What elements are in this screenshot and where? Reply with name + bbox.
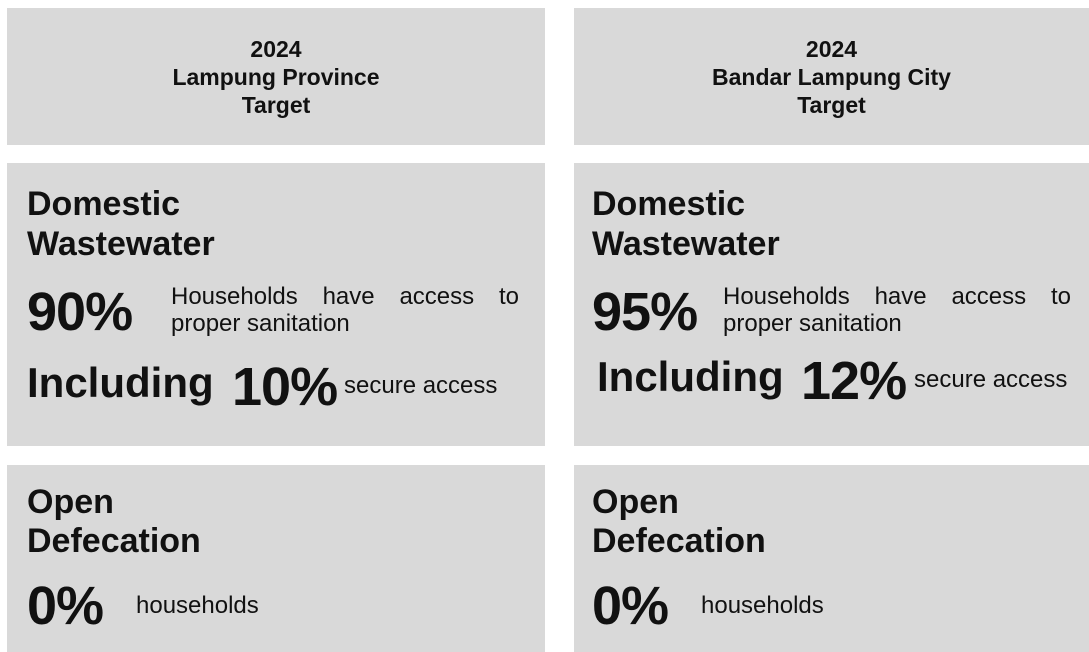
header-panel: 2024 Lampung Province Target <box>7 8 545 145</box>
secure-percent: 10% <box>232 357 338 417</box>
header-name: Bandar Lampung City <box>712 63 951 90</box>
section-title: Open <box>27 483 114 521</box>
defecation-panel <box>574 465 1089 652</box>
section-title: Wastewater <box>27 225 215 263</box>
percent: 90% <box>27 282 133 342</box>
header-year: 2024 <box>805 35 858 62</box>
header-label: Target <box>241 91 311 118</box>
secure-label: secure access <box>344 372 498 399</box>
secure-label: secure access <box>914 366 1068 393</box>
description: Households have access to proper sanitat… <box>723 283 1071 337</box>
section-title: Open <box>592 483 679 521</box>
header-year: 2024 <box>250 35 302 62</box>
section-title: Defecation <box>27 522 201 560</box>
header-panel: 2024 Bandar Lampung City Target <box>574 8 1089 145</box>
section-title: Defecation <box>592 522 766 560</box>
section-title: Wastewater <box>592 225 780 263</box>
wastewater-panel <box>7 163 545 446</box>
section-title: Domestic <box>592 185 746 223</box>
including-label: Including <box>597 353 784 400</box>
including-label: Including <box>27 359 214 406</box>
secure-percent: 12% <box>801 351 907 411</box>
households-label: households <box>701 592 824 619</box>
percent: 0% <box>592 576 669 636</box>
defecation-panel <box>7 465 545 652</box>
wastewater-panel <box>574 163 1089 446</box>
header-label: Target <box>797 91 866 118</box>
header-name: Lampung Province <box>172 63 380 90</box>
description: Households have access to proper sanitat… <box>171 283 519 337</box>
section-title: Domestic <box>27 185 181 223</box>
percent: 95% <box>592 282 698 342</box>
percent: 0% <box>27 576 104 636</box>
households-label: households <box>136 592 259 619</box>
